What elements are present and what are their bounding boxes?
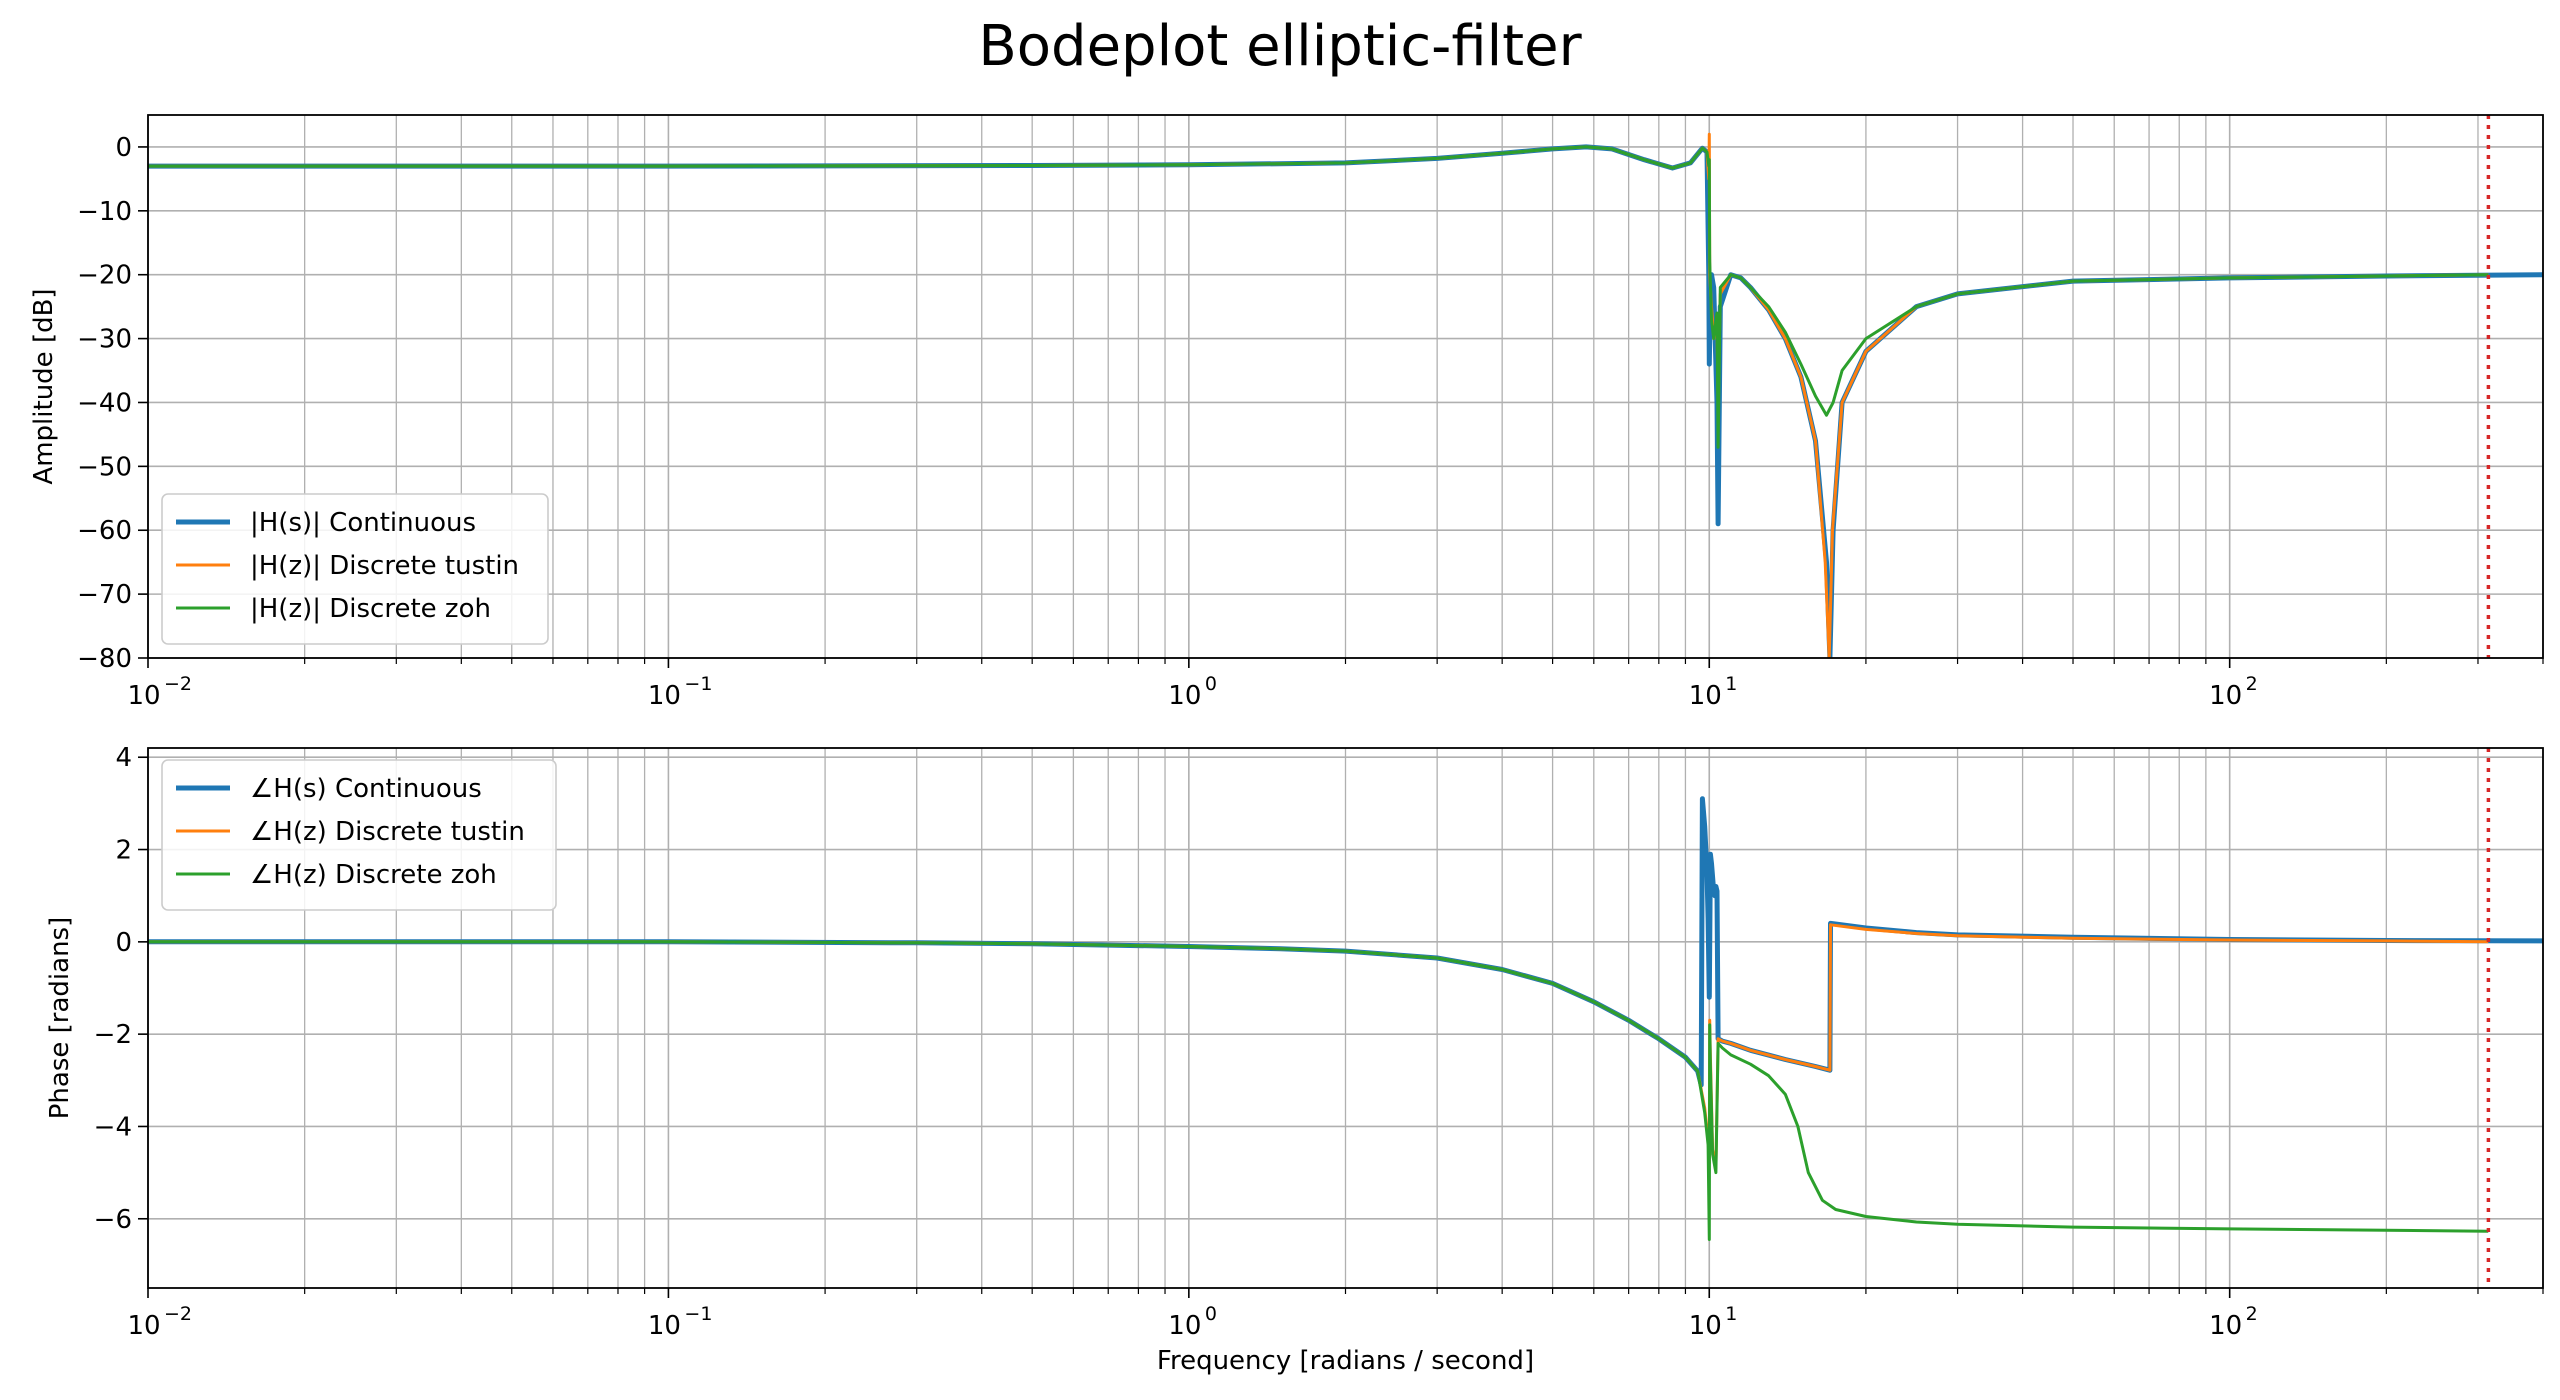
x-tick-exponent: 0	[1205, 1303, 1217, 1325]
y-tick-label: −10	[77, 197, 132, 227]
y-tick-label: −2	[94, 1020, 132, 1050]
y-tick-label: −40	[77, 388, 132, 418]
x-tick-label: 10	[2209, 1311, 2242, 1341]
y-tick-label: 0	[115, 133, 132, 163]
figure-title: Bodeplot elliptic-filter	[978, 14, 1582, 79]
axes-frame	[147, 747, 2544, 1289]
x-tick-exponent: 1	[1725, 673, 1737, 695]
y-tick-label: −20	[77, 261, 132, 291]
x-tick-label: 10	[648, 1311, 681, 1341]
y-tick-label: −50	[77, 452, 132, 482]
legend-label-tustin: |H(z)| Discrete tustin	[250, 551, 519, 581]
y-axis-label: Amplitude [dB]	[29, 288, 59, 484]
x-tick-label: 10	[1689, 1311, 1722, 1341]
x-axis-label: Frequency [radians / second]	[1157, 1346, 1534, 1376]
x-tick-exponent: −1	[684, 1303, 712, 1325]
series-line-tustin	[148, 923, 2489, 1170]
grid	[147, 748, 2544, 1288]
y-tick-label: −60	[77, 516, 132, 546]
x-tick-label: 10	[648, 681, 681, 711]
x-tick-exponent: 2	[2246, 673, 2258, 695]
y-tick-label: −70	[77, 580, 132, 610]
x-tick-exponent: 1	[1725, 1303, 1737, 1325]
x-tick-label: 10	[127, 1311, 160, 1341]
x-tick-exponent: 2	[2246, 1303, 2258, 1325]
x-tick-exponent: −2	[164, 1303, 192, 1325]
x-tick-label: 10	[127, 681, 160, 711]
legend-label-zoh: ∠H(z) Discrete zoh	[250, 860, 497, 890]
legend-label-tustin: ∠H(z) Discrete tustin	[250, 817, 525, 847]
legend-label-zoh: |H(z)| Discrete zoh	[250, 594, 491, 624]
x-tick-label: 10	[1689, 681, 1722, 711]
y-tick-label: −6	[94, 1205, 132, 1235]
y-tick-label: −30	[77, 325, 132, 355]
y-tick-label: −80	[77, 644, 132, 674]
x-tick-exponent: 0	[1205, 673, 1217, 695]
series-line-zoh	[148, 145, 2489, 449]
x-tick-label: 10	[1168, 1311, 1201, 1341]
y-tick-label: −4	[94, 1112, 132, 1142]
x-tick-label: 10	[2209, 681, 2242, 711]
legend-label-continuous: |H(s)| Continuous	[250, 508, 476, 538]
y-tick-label: 4	[115, 743, 132, 773]
x-tick-label: 10	[1168, 681, 1201, 711]
grid	[147, 115, 2544, 659]
y-tick-label: 2	[115, 836, 132, 866]
y-axis-label: Phase [radians]	[45, 917, 75, 1120]
axes-frame	[147, 114, 2544, 659]
legend: ∠H(s) Continuous ∠H(z) Discrete tustin ∠H(…	[161, 759, 557, 911]
series-line-zoh	[148, 940, 2489, 1241]
x-tick-exponent: −1	[684, 673, 712, 695]
x-tick-exponent: −2	[164, 673, 192, 695]
y-tick-label: 0	[115, 928, 132, 958]
legend-label-continuous: ∠H(s) Continuous	[250, 774, 482, 804]
legend: |H(s)| Continuous |H(z)| Discrete tustin |…	[161, 493, 549, 645]
